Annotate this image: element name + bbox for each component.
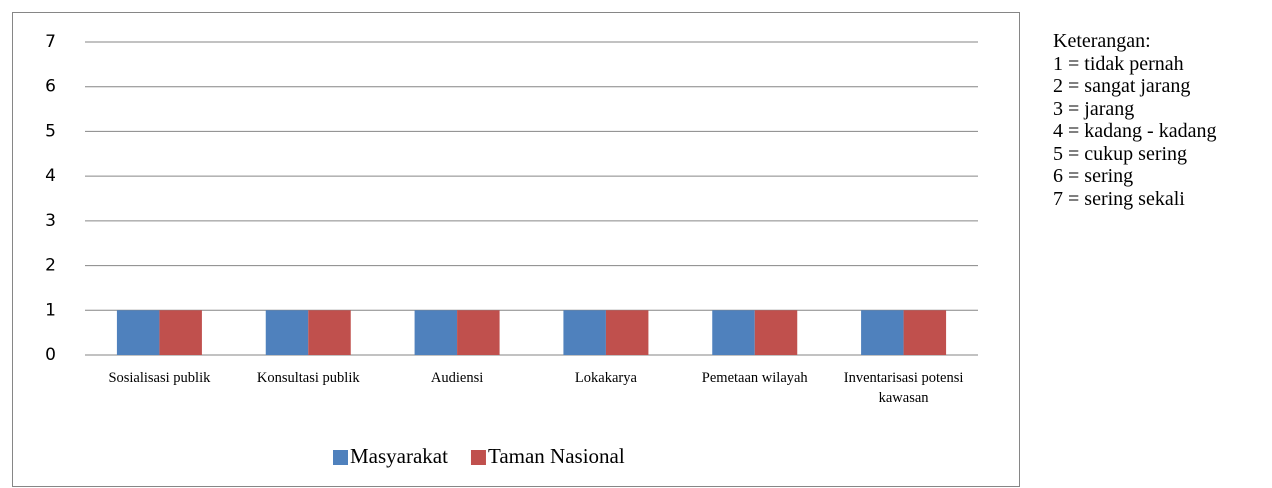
y-tick-label: 7: [45, 32, 56, 52]
bar: [605, 310, 649, 355]
legend-label: Masyarakat: [350, 444, 448, 468]
chart-frame: [12, 12, 1020, 487]
y-tick-label: 4: [45, 166, 56, 186]
y-tick-label: 6: [45, 77, 56, 97]
bar: [754, 310, 798, 355]
annotation-item: 1 = tidak pernah: [1053, 52, 1184, 75]
bar: [308, 310, 351, 355]
annotation-item: 6 = sering: [1053, 165, 1134, 187]
x-tick-label: Inventarisasi potensi kawasan: [843, 370, 964, 406]
annotation-item: 2 = sangat jarang: [1053, 75, 1191, 97]
annotations: Keterangan: 1 = tidak pernah 2 = sangat j…: [1053, 30, 1216, 210]
bar: [265, 310, 309, 355]
legend-swatch: [470, 450, 486, 465]
annotation-item: 3 = jarang: [1053, 97, 1135, 120]
bar: [712, 310, 755, 355]
y-tick-label: 1: [45, 300, 56, 320]
legend-label: Taman Nasional: [488, 444, 625, 468]
y-tick-label: 0: [45, 345, 56, 365]
annotation-title: Keterangan:: [1053, 30, 1151, 52]
bar: [414, 310, 458, 355]
bar: [563, 310, 606, 355]
x-tick-label: Lokakarya: [574, 370, 637, 386]
x-tick-label: Audiensi: [430, 370, 484, 386]
x-tick-label: Sosialisasi publik: [108, 370, 211, 386]
bar: [861, 310, 904, 355]
bar: [159, 310, 202, 355]
annotation-item: 4 = kadang - kadang: [1053, 120, 1217, 142]
x-tick-label: Pemetaan wilayah: [701, 370, 808, 386]
y-tick-label: 5: [45, 121, 56, 141]
y-tick-label: 2: [45, 256, 56, 276]
bar: [903, 310, 947, 355]
bar: [116, 310, 160, 355]
x-tick-label: Konsultasi publik: [256, 370, 360, 386]
annotation-item: 5 = cukup sering: [1053, 142, 1188, 165]
bar: [457, 310, 500, 355]
y-tick-label: 3: [45, 211, 56, 231]
legend-swatch: [333, 450, 348, 465]
annotation-item: 7 = sering sekali: [1053, 187, 1185, 210]
